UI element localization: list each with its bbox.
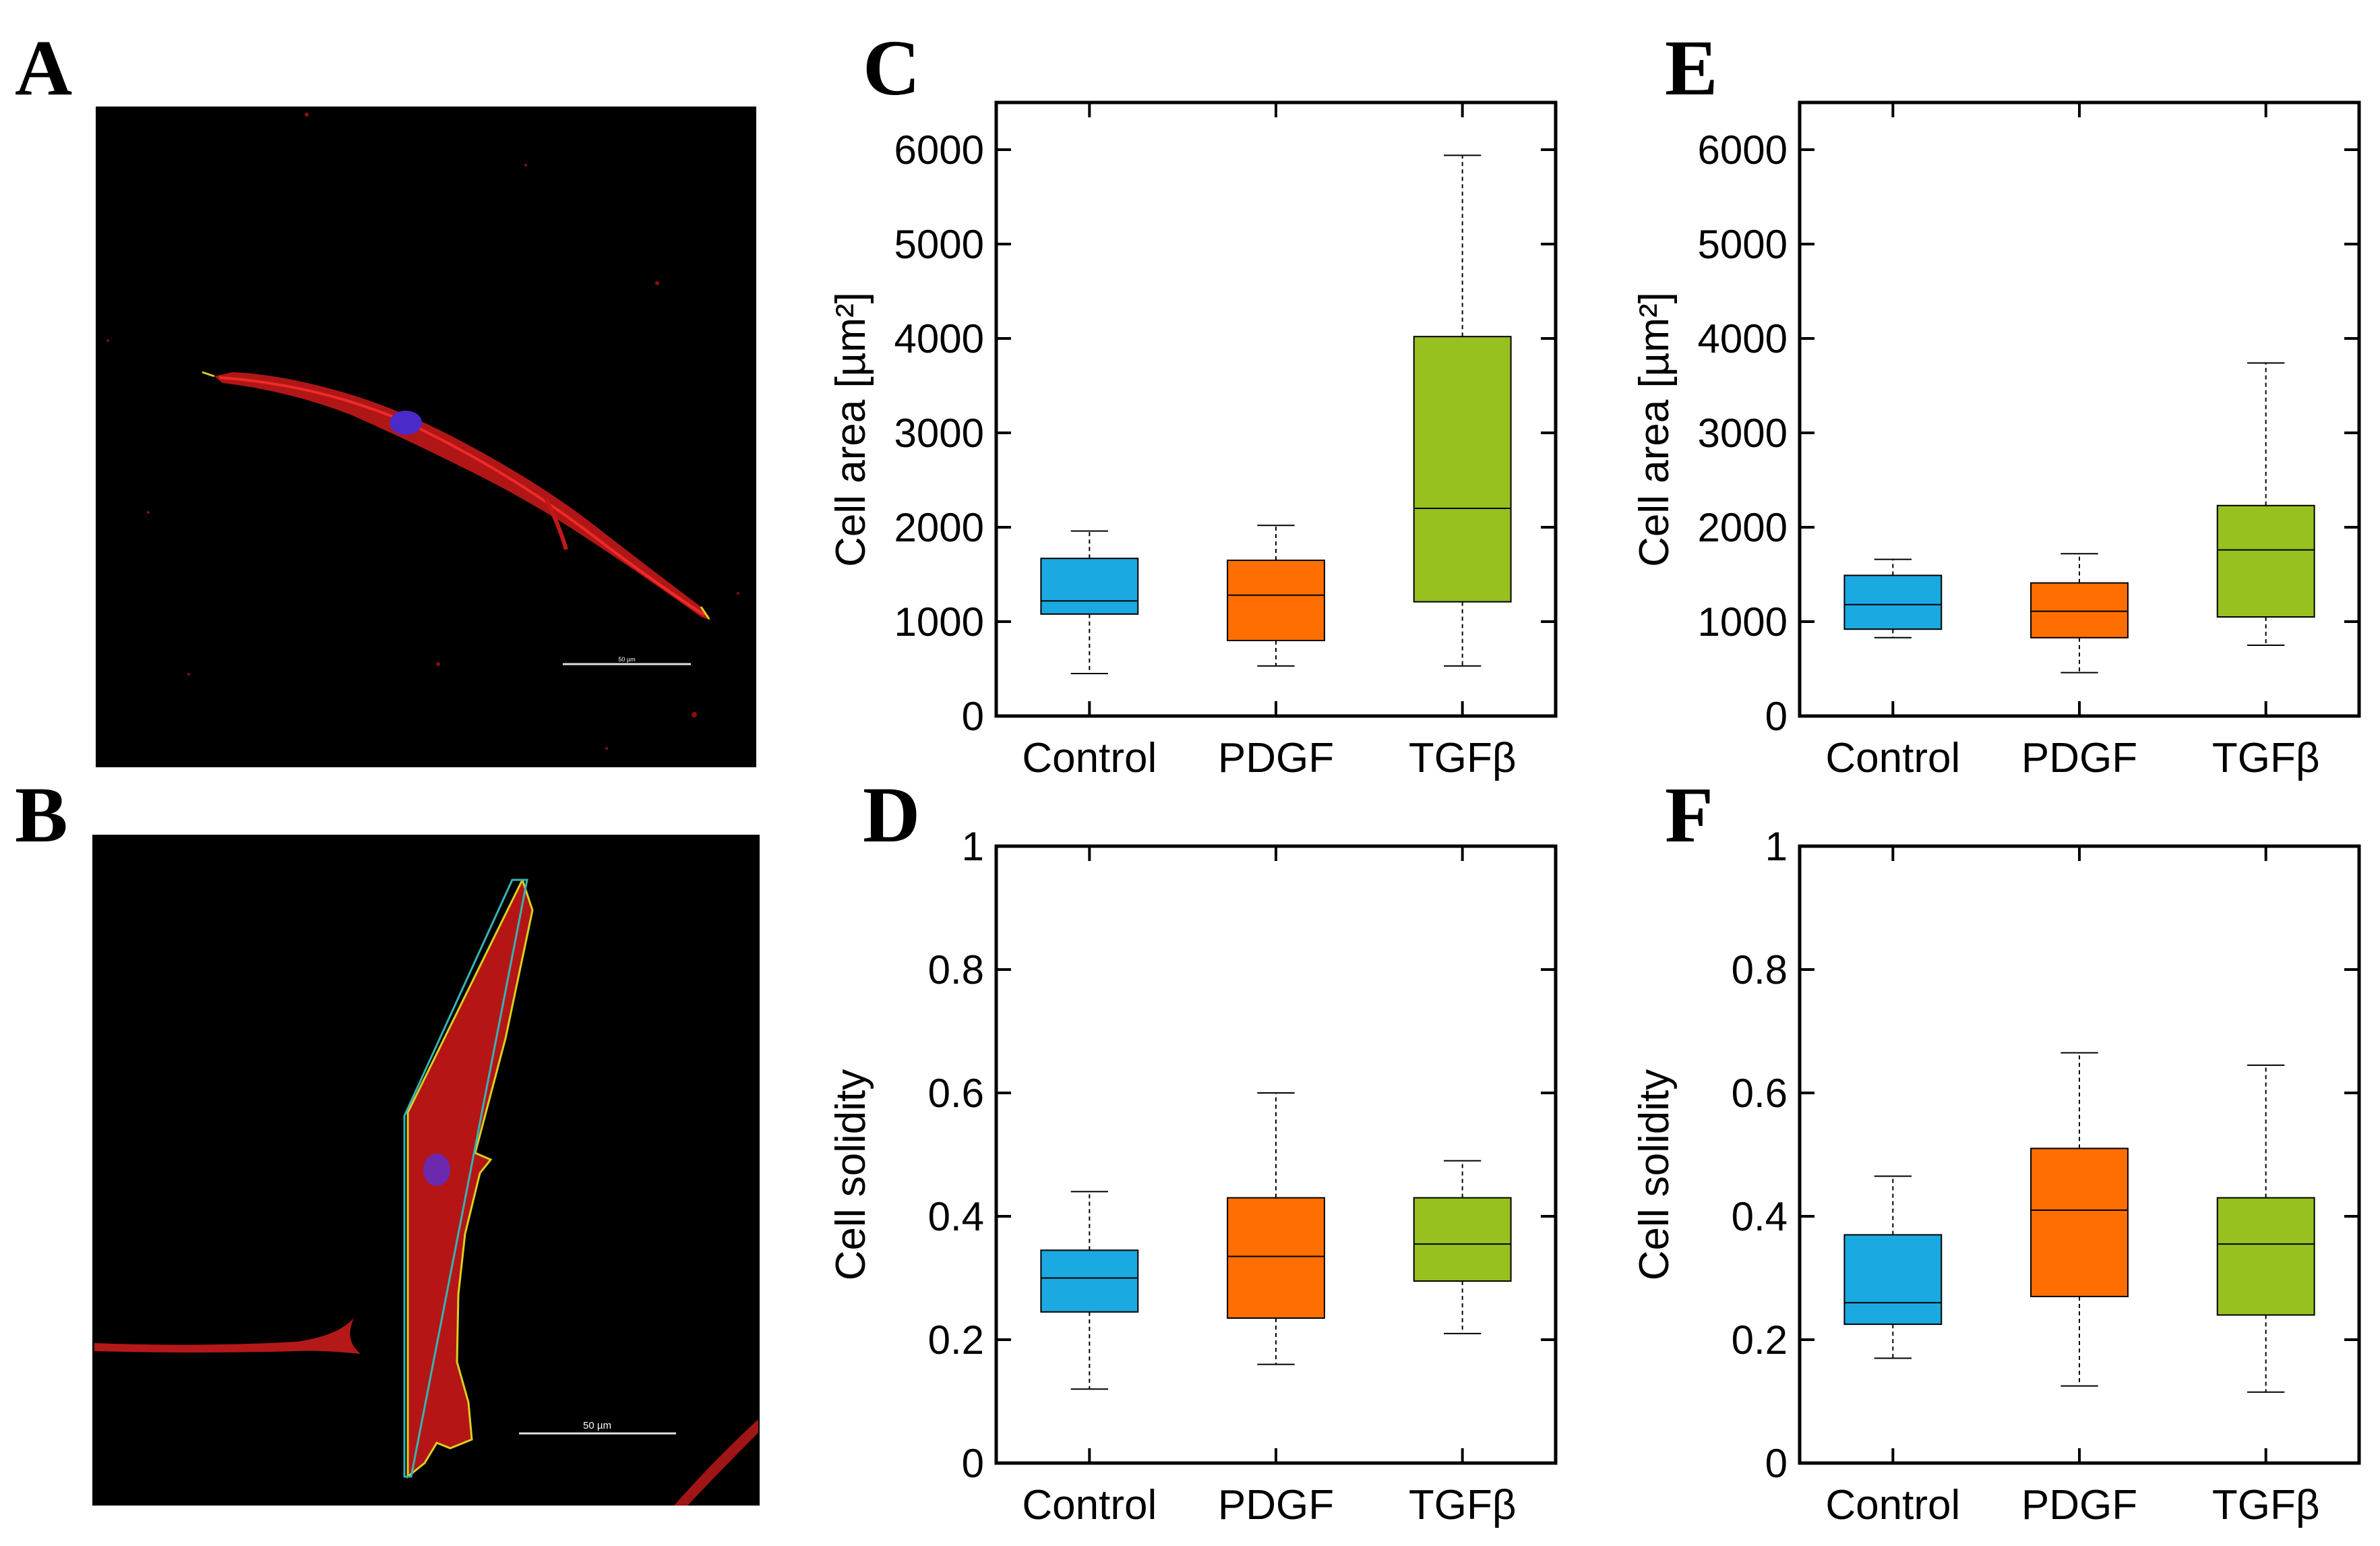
chart-d-cell-solidity: 0 0.2 0.4 0.6 0.8 1 Control PDGF TGFβ Cell solidi… [828, 824, 1558, 1528]
chart-d-ytick-label-0p4: 0.4 [928, 1194, 984, 1239]
chart-d-tgfb-box [1413, 1197, 1512, 1282]
micrograph-b-convex-hull [403, 879, 528, 1478]
chart-c-xlabel-tgfb: TGFβ [1409, 735, 1517, 781]
chart-d-control-box [1040, 1249, 1139, 1313]
chart-f-tgfb-box [2216, 1197, 2315, 1316]
chart-e-tgfb-box [2216, 504, 2315, 618]
chart-c-cell-area: 0 1000 2000 3000 4000 5000 6000 Control PDGF TGFβ… [828, 100, 1558, 781]
chart-e-xlabel-tgfb: TGFβ [2212, 735, 2320, 781]
panel-letter-b: B [15, 771, 68, 859]
chart-e-ytick-label-0: 0 [1765, 694, 1788, 739]
chart-c-ytick-label-1000: 1000 [894, 599, 984, 645]
chart-d-ylabel: Cell solidity [828, 1069, 874, 1281]
chart-e-ytick-label-4000: 4000 [1698, 316, 1788, 361]
chart-d-ytick-label-0p8: 0.8 [928, 947, 984, 992]
chart-e-ylabel: Cell area [µm²] [1631, 292, 1678, 567]
chart-c-ytick-label-3000: 3000 [894, 411, 984, 456]
chart-d-xlabel-tgfb: TGFβ [1409, 1482, 1517, 1528]
chart-f-ytick-label-0: 0 [1765, 1441, 1788, 1486]
chart-e-ytick-label-1000: 1000 [1698, 599, 1788, 645]
micrograph-b-cell-outline [406, 879, 534, 1479]
chart-e-ytick-label-5000: 5000 [1698, 222, 1788, 267]
chart-f-ytick-label-0p4: 0.4 [1732, 1194, 1788, 1239]
chart-e-control-box [1843, 574, 1943, 630]
chart-f-ylabel: Cell solidity [1631, 1069, 1678, 1281]
chart-c-ytick-label-6000: 6000 [894, 127, 984, 173]
micrograph-a-scale-label: 50 µm [618, 656, 635, 663]
chart-d-pdgf-box [1227, 1197, 1325, 1319]
chart-d-xlabel-pdgf: PDGF [1218, 1482, 1334, 1528]
chart-d-xlabel-control: Control [1022, 1482, 1157, 1528]
chart-c-ytick-label-5000: 5000 [894, 222, 984, 267]
chart-f-ytick-label-1: 1 [1765, 824, 1788, 869]
chart-d-frame [994, 844, 1558, 1465]
micrograph-b: 50 µm [92, 835, 760, 1506]
chart-e-xlabel-pdgf: PDGF [2021, 735, 2137, 781]
panel-letter-f: F [1665, 771, 1713, 859]
panel-letter-c: C [863, 24, 920, 112]
micrograph-a-nucleus [390, 411, 422, 435]
micrograph-a-cell [202, 371, 711, 620]
chart-f-xlabel-tgfb: TGFβ [2212, 1482, 2320, 1528]
chart-f-ytick-label-0p8: 0.8 [1732, 947, 1788, 992]
chart-c-ytick-label-4000: 4000 [894, 316, 984, 361]
chart-f-xlabel-pdgf: PDGF [2021, 1482, 2137, 1528]
chart-e-ytick-label-6000: 6000 [1698, 127, 1788, 173]
micrograph-b-scale-label: 50 µm [583, 1420, 611, 1431]
chart-e-xlabel-control: Control [1825, 735, 1960, 781]
chart-d-ytick-label-0p6: 0.6 [928, 1071, 984, 1116]
chart-f-pdgf-box [2030, 1148, 2129, 1297]
chart-e-cell-area: 0 1000 2000 3000 4000 5000 6000 Control PDGF TGFβ… [1631, 100, 2361, 781]
micrograph-a-red-specks [106, 113, 739, 750]
chart-e-ytick-label-2000: 2000 [1698, 505, 1788, 550]
micrograph-b-neighbor-cell [94, 1318, 361, 1354]
panel-letter-a: A [15, 24, 72, 112]
chart-d-ytick-label-1: 1 [962, 824, 984, 869]
chart-f-ytick-label-0p2: 0.2 [1732, 1317, 1788, 1363]
chart-c-tgfb-box [1413, 336, 1512, 603]
micrograph-b-corner-cell [674, 1419, 758, 1506]
chart-c-ytick-label-0: 0 [962, 694, 984, 739]
micrograph-b-nucleus [423, 1154, 450, 1186]
chart-c-xlabel-control: Control [1022, 735, 1157, 781]
chart-c-ytick-label-2000: 2000 [894, 505, 984, 550]
chart-f-control-box [1843, 1234, 1943, 1326]
chart-d-ytick-label-0p2: 0.2 [928, 1317, 984, 1363]
chart-d-ytick-label-0: 0 [962, 1441, 984, 1486]
micrograph-a: 50 µm [96, 107, 756, 767]
chart-c-pdgf-box [1227, 560, 1325, 641]
panel-letter-e: E [1665, 24, 1718, 112]
chart-f-cell-solidity: 0 0.2 0.4 0.6 0.8 1 Control PDGF TGFβ Cell solidi… [1631, 824, 2361, 1528]
chart-f-ytick-label-0p6: 0.6 [1732, 1071, 1788, 1116]
chart-e-pdgf-box [2030, 582, 2129, 638]
chart-f-xlabel-control: Control [1825, 1482, 1960, 1528]
chart-c-xlabel-pdgf: PDGF [1218, 735, 1334, 781]
chart-c-ylabel: Cell area [µm²] [828, 292, 874, 567]
chart-e-ytick-label-3000: 3000 [1698, 411, 1788, 456]
panel-letter-d: D [863, 771, 920, 859]
chart-c-control-box [1040, 558, 1139, 615]
